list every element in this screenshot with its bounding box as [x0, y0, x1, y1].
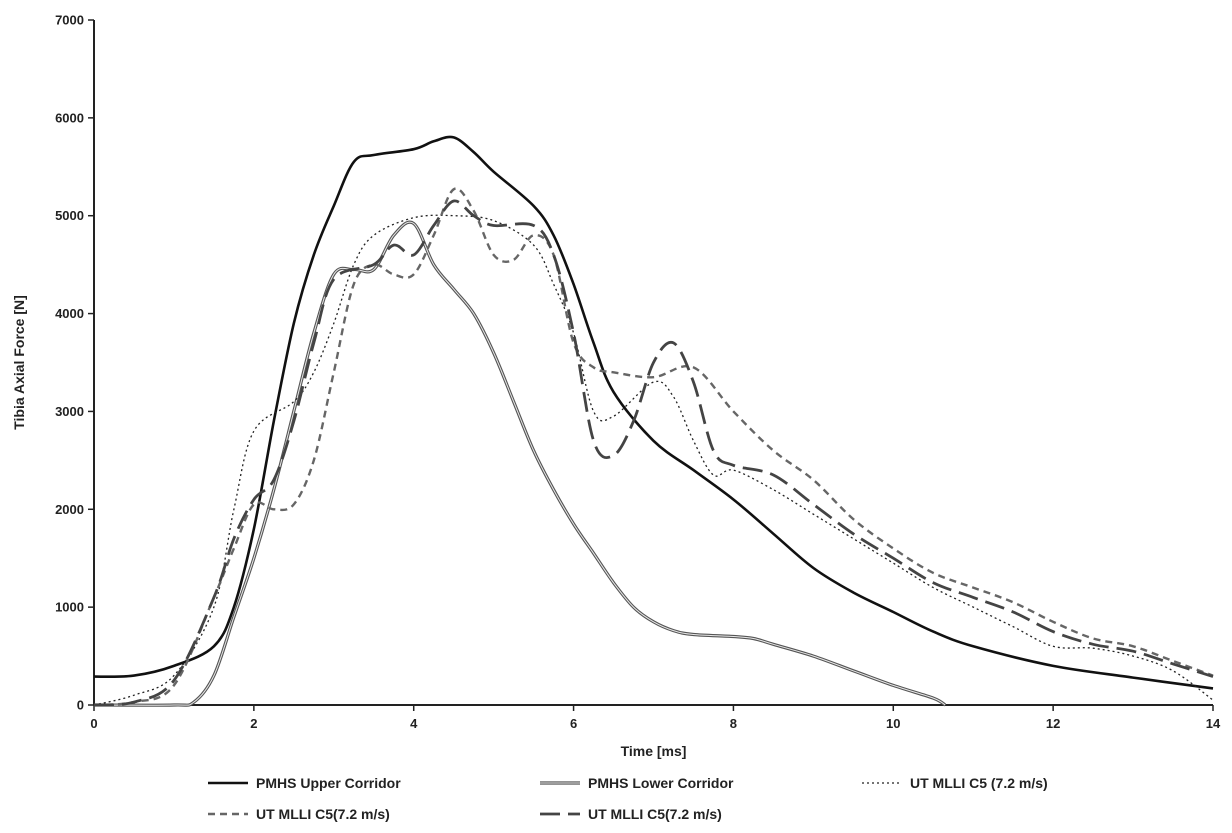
legend-label: UT MLLI C5(7.2 m/s): [588, 806, 722, 822]
x-tick-label: 0: [90, 716, 97, 731]
legend-item: UT MLLI C5(7.2 m/s): [208, 806, 390, 822]
legend-item: PMHS Lower Corridor: [540, 775, 734, 791]
series-line-2: [93, 220, 947, 707]
x-tick-label: 4: [410, 716, 418, 731]
y-tick-label: 4000: [55, 306, 84, 321]
y-tick-label: 3000: [55, 404, 84, 419]
y-tick-label: 0: [77, 698, 84, 713]
legend-label: PMHS Lower Corridor: [588, 775, 734, 791]
legend: PMHS Upper Corridor PMHS Lower Corridor UT…: [208, 775, 1048, 822]
series-lines: [93, 135, 1214, 707]
series-line-2-highlight: [93, 221, 946, 706]
y-tick-label: 2000: [55, 502, 84, 517]
x-tick-label: 8: [730, 716, 737, 731]
x-axis-title: Time [ms]: [621, 743, 687, 759]
legend-label: PMHS Upper Corridor: [256, 775, 401, 791]
series-line-5: [93, 199, 1214, 707]
series-line-4: [93, 187, 1214, 707]
x-tick-label: 14: [1206, 716, 1221, 731]
y-tick-label: 5000: [55, 208, 84, 223]
series-line-3: [93, 214, 1214, 706]
x-tick-label: 10: [886, 716, 900, 731]
y-tick-label: 6000: [55, 110, 84, 125]
x-tick-label: 2: [250, 716, 257, 731]
x-tick-label: 12: [1046, 716, 1060, 731]
series-line-1: [93, 135, 1214, 690]
y-axis-title: Tibia Axial Force [N]: [11, 295, 27, 430]
legend-label: UT MLLI C5 (7.2 m/s): [910, 775, 1048, 791]
legend-item: UT MLLI C5 (7.2 m/s): [862, 775, 1048, 791]
legend-item: UT MLLI C5(7.2 m/s): [540, 806, 722, 822]
legend-item: PMHS Upper Corridor: [208, 775, 401, 791]
x-tick-label: 6: [570, 716, 577, 731]
legend-label: UT MLLI C5(7.2 m/s): [256, 806, 390, 822]
y-tick-label: 1000: [55, 600, 84, 615]
ticks: 0 1000 2000 3000 4000 5000 6000 7000 0 2 4 6 8 10 12 14: [55, 13, 1221, 732]
y-tick-label: 7000: [55, 13, 84, 28]
axes: [93, 20, 1213, 706]
